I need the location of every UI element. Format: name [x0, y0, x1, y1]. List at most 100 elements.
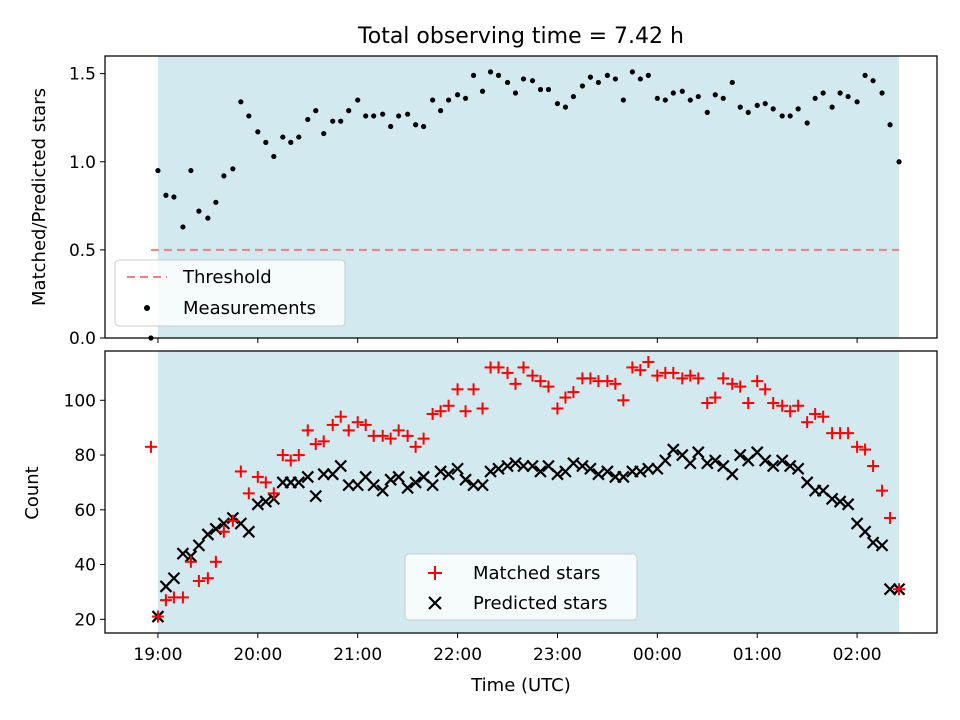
matched-star-marker [426, 407, 439, 420]
figure-title: Total observing time = 7.42 h [357, 24, 684, 49]
predicted-star-marker [526, 459, 539, 473]
matched-star-marker [242, 487, 255, 500]
legend-matched-label: Matched stars [473, 563, 600, 584]
measurement-point [837, 90, 843, 96]
predicted-star-marker [426, 478, 439, 492]
matched-star-marker [267, 487, 280, 500]
predicted-star-marker [841, 498, 855, 511]
ratio-panel: 0.0 0.5 1.0 1.5 Matched/Predicted stars Thr… [29, 55, 938, 349]
predicted-star-marker [192, 539, 206, 552]
predicted-star-marker [392, 470, 405, 484]
measurement-point [812, 95, 818, 101]
predicted-star-marker [825, 492, 839, 506]
matched-star-marker [209, 555, 222, 568]
matched-star-marker [301, 424, 314, 437]
measurement-point [829, 104, 835, 110]
bottom-x-tick-label: 22:00 [433, 645, 482, 665]
measurement-point [604, 72, 610, 78]
matched-star-marker [342, 424, 355, 437]
measurement-point [454, 92, 461, 98]
predicted-star-marker [242, 525, 256, 538]
legend-measurement-swatch [144, 305, 150, 311]
measurement-point [313, 108, 319, 114]
matched-star-marker [509, 377, 522, 390]
measurement-point [437, 108, 444, 114]
measurement-point [687, 97, 693, 103]
measurement-point [371, 113, 377, 119]
matched-star-marker [709, 391, 722, 404]
top-y-tick-label: 0.5 [69, 241, 96, 261]
predicted-star-marker [517, 459, 530, 473]
measurement-point [487, 69, 494, 75]
predicted-star-marker [292, 476, 306, 489]
measurement-point [462, 95, 469, 101]
predicted-star-marker [584, 462, 597, 476]
bottom-y-axis-ticks: 20 40 60 80 100 [64, 391, 105, 630]
matched-star-marker [642, 355, 655, 368]
matched-star-marker [376, 429, 389, 442]
measurement-point [346, 108, 352, 114]
matched-star-marker [351, 416, 364, 429]
predicted-star-marker [758, 454, 772, 467]
measurement-point [238, 99, 244, 105]
matched-star-marker [159, 594, 172, 607]
predicted-star-marker [766, 459, 780, 473]
predicted-star-marker [883, 582, 897, 596]
measurement-point [338, 118, 344, 124]
measurement-point [330, 118, 336, 124]
predicted-star-marker [775, 454, 789, 467]
measurement-point [879, 90, 885, 96]
measurement-point [205, 215, 211, 221]
measurement-point [754, 102, 760, 108]
bottom-y-tick-label: 20 [74, 610, 96, 630]
predicted-star-marker [576, 459, 589, 473]
matched-star-marker [192, 574, 205, 587]
measurement-point [770, 106, 776, 112]
matched-star-marker [617, 394, 630, 407]
matched-star-marker [276, 449, 289, 462]
matched-star-marker [459, 405, 472, 418]
matched-star-marker [792, 399, 805, 412]
predicted-star-marker [492, 462, 505, 476]
legend-measurements-label: Measurements [183, 298, 316, 319]
measurement-point [380, 111, 386, 117]
matched-star-marker [876, 484, 889, 497]
x-axis-label: Time (UTC) [470, 675, 571, 696]
matched-star-marker [409, 440, 422, 453]
matched-star-marker [884, 512, 897, 525]
measurement-point [321, 130, 327, 137]
matched-star-marker [401, 429, 414, 442]
measurement-point [862, 72, 868, 78]
measurement-point [537, 86, 544, 93]
predicted-star-marker [384, 473, 397, 486]
predicted-star-marker [409, 476, 422, 489]
measurement-point [405, 111, 411, 117]
matched-star-marker [859, 443, 872, 456]
measurement-point [554, 100, 561, 107]
measurement-point [413, 122, 419, 128]
predicted-star-marker [451, 462, 464, 476]
predicted-star-marker [534, 465, 547, 478]
measurement-point [271, 153, 277, 160]
matched-star-marker [201, 572, 214, 585]
matched-star-marker [742, 397, 755, 410]
measurement-point [512, 90, 519, 96]
predicted-star-marker [167, 571, 181, 585]
matched-star-marker [734, 380, 747, 393]
matched-star-marker [526, 369, 539, 382]
matched-star-marker [726, 377, 739, 390]
measurement-point [637, 76, 643, 82]
matched-star-marker [434, 405, 447, 418]
measurement-point [645, 72, 651, 78]
predicted-star-marker [309, 489, 323, 503]
legend-matched-swatch [428, 566, 442, 580]
measurement-point [529, 78, 536, 84]
matched-star-marker [684, 369, 697, 382]
matched-star-markers [144, 355, 906, 623]
matched-star-marker [651, 369, 664, 382]
predicted-star-marker [467, 478, 480, 492]
predicted-star-marker [367, 478, 380, 492]
predicted-star-markers [151, 443, 906, 623]
measurement-point [662, 97, 668, 103]
predicted-star-marker [317, 467, 331, 481]
